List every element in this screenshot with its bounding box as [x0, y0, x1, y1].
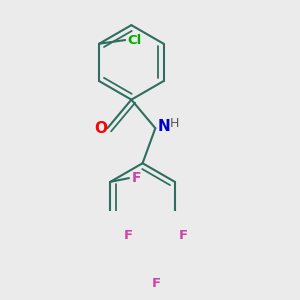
Text: F: F: [152, 277, 161, 290]
Text: Cl: Cl: [128, 34, 142, 46]
Text: H: H: [169, 117, 179, 130]
Text: O: O: [94, 121, 107, 136]
Text: N: N: [157, 119, 170, 134]
Text: F: F: [124, 229, 133, 242]
Text: F: F: [131, 171, 141, 185]
Text: F: F: [179, 229, 188, 242]
